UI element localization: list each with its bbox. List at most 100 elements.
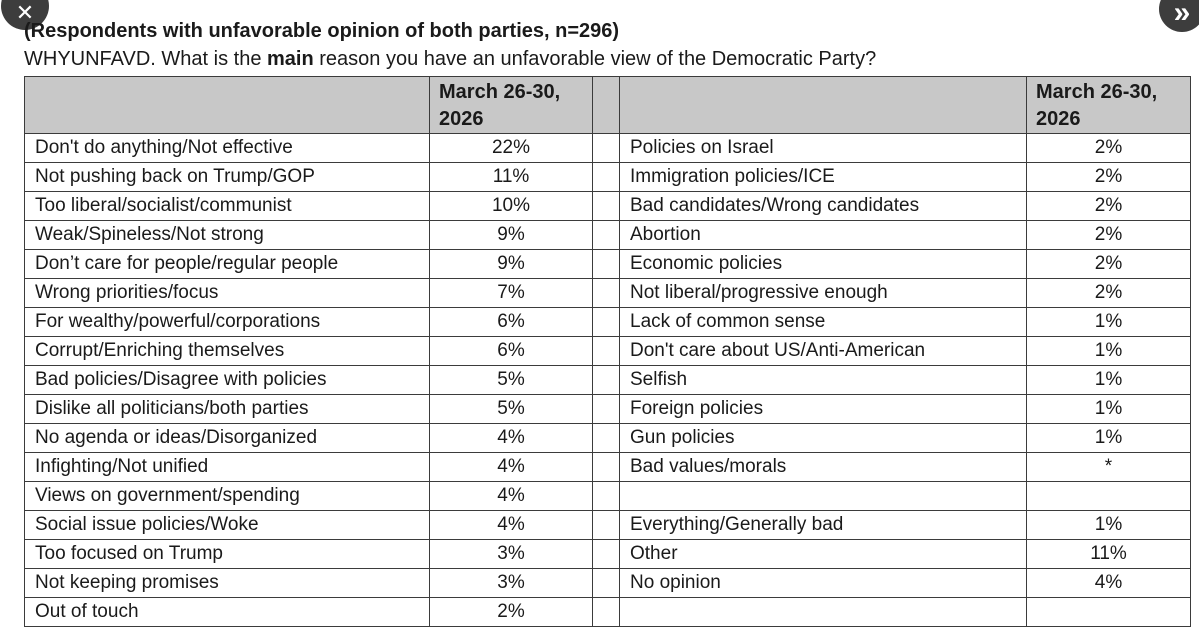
left-reason-cell: Don't do anything/Not effective — [24, 133, 430, 163]
left-value-cell: 4% — [429, 452, 593, 482]
left-value-cell: 9% — [429, 249, 593, 279]
spacer-cell — [592, 597, 620, 627]
right-reason-cell: Bad values/morals — [619, 452, 1027, 482]
left-value-cell: 2% — [429, 597, 593, 627]
left-reason-cell: For wealthy/powerful/corporations — [24, 307, 430, 337]
right-reason-cell: Selfish — [619, 365, 1027, 395]
table-row: Views on government/spending 4% — [24, 481, 1191, 511]
question-text-emphasis: main — [267, 48, 314, 70]
right-reason-cell: Immigration policies/ICE — [619, 162, 1027, 192]
spacer-cell — [592, 278, 620, 308]
left-value-cell: 11% — [429, 162, 593, 192]
table-row: Dislike all politicians/both parties 5% … — [24, 394, 1191, 424]
left-date-header-cell: March 26-30, 2026 — [429, 76, 593, 134]
right-value-cell: 1% — [1026, 336, 1191, 366]
right-reason-cell: Other — [619, 539, 1027, 569]
results-table: March 26-30, 2026 March 26-30, 2026 Don'… — [24, 76, 1191, 627]
left-value-cell: 6% — [429, 336, 593, 366]
left-value-cell: 10% — [429, 191, 593, 221]
left-reason-cell: Not keeping promises — [24, 568, 430, 598]
right-value-cell: 11% — [1026, 539, 1191, 569]
left-reason-cell: Weak/Spineless/Not strong — [24, 220, 430, 250]
right-value-cell: 1% — [1026, 510, 1191, 540]
left-reason-cell: Wrong priorities/focus — [24, 278, 430, 308]
table-row: Wrong priorities/focus 7% Not liberal/pr… — [24, 278, 1191, 308]
right-reason-cell: Lack of common sense — [619, 307, 1027, 337]
right-reason-cell: No opinion — [619, 568, 1027, 598]
spacer-cell — [592, 336, 620, 366]
right-value-cell: 1% — [1026, 307, 1191, 337]
right-reason-cell — [619, 481, 1027, 511]
left-value-cell: 22% — [429, 133, 593, 163]
table-row: Weak/Spineless/Not strong 9% Abortion 2% — [24, 220, 1191, 250]
left-value-cell: 5% — [429, 365, 593, 395]
right-reason-header-cell — [619, 76, 1027, 134]
table-row: Social issue policies/Woke 4% Everything… — [24, 510, 1191, 540]
right-reason-cell: Abortion — [619, 220, 1027, 250]
left-reason-cell: Out of touch — [24, 597, 430, 627]
respondent-note: (Respondents with unfavorable opinion of… — [24, 20, 620, 42]
question-text-prefix: WHYUNFAVD. What is the — [24, 48, 268, 70]
left-reason-cell: Too liberal/socialist/communist — [24, 191, 430, 221]
left-value-cell: 3% — [429, 568, 593, 598]
left-value-cell: 3% — [429, 539, 593, 569]
table-header-row: March 26-30, 2026 March 26-30, 2026 — [24, 76, 1191, 134]
left-reason-cell: Social issue policies/Woke — [24, 510, 430, 540]
spacer-cell — [592, 510, 620, 540]
table-row: Corrupt/Enriching themselves 6% Don't ca… — [24, 336, 1191, 366]
spacer-cell — [592, 307, 620, 337]
spacer-cell — [592, 365, 620, 395]
left-value-cell: 4% — [429, 423, 593, 453]
close-icon: ✕ — [15, 0, 35, 25]
table-row: Not pushing back on Trump/GOP 11% Immigr… — [24, 162, 1191, 192]
table-row: Don’t care for people/regular people 9% … — [24, 249, 1191, 279]
spacer-cell — [592, 423, 620, 453]
right-reason-cell: Everything/Generally bad — [619, 510, 1027, 540]
right-value-cell: 2% — [1026, 162, 1191, 192]
right-value-cell: 2% — [1026, 249, 1191, 279]
left-reason-cell: Too focused on Trump — [24, 539, 430, 569]
spacer-cell — [592, 220, 620, 250]
left-value-cell: 4% — [429, 481, 593, 511]
spacer-cell — [592, 481, 620, 511]
table-body: Don't do anything/Not effective 22% Poli… — [24, 133, 1191, 627]
spacer-cell — [592, 568, 620, 598]
spacer-cell — [592, 162, 620, 192]
right-value-cell: 2% — [1026, 220, 1191, 250]
left-value-cell: 7% — [429, 278, 593, 308]
table-row: For wealthy/powerful/corporations 6% Lac… — [24, 307, 1191, 337]
left-reason-header-cell — [24, 76, 430, 134]
question-text: WHYUNFAVD. What is the main reason you h… — [24, 45, 876, 73]
table-row: Not keeping promises 3% No opinion 4% — [24, 568, 1191, 598]
right-value-cell: 2% — [1026, 278, 1191, 308]
right-reason-cell: Economic policies — [619, 249, 1027, 279]
left-value-cell: 5% — [429, 394, 593, 424]
right-value-cell: 1% — [1026, 365, 1191, 395]
spacer-header-cell — [592, 76, 620, 134]
table-row: Too focused on Trump 3% Other 11% — [24, 539, 1191, 569]
right-reason-cell: Policies on Israel — [619, 133, 1027, 163]
right-value-cell — [1026, 597, 1191, 627]
right-reason-cell: Gun policies — [619, 423, 1027, 453]
right-value-cell: 2% — [1026, 191, 1191, 221]
right-value-cell — [1026, 481, 1191, 511]
spacer-cell — [592, 249, 620, 279]
question-text-suffix: reason you have an unfavorable view of t… — [313, 48, 877, 70]
double-chevron-right-icon: » — [1173, 0, 1191, 29]
left-reason-cell: Not pushing back on Trump/GOP — [24, 162, 430, 192]
table-row: Don't do anything/Not effective 22% Poli… — [24, 133, 1191, 163]
left-reason-cell: No agenda or ideas/Disorganized — [24, 423, 430, 453]
page-header: (Respondents with unfavorable opinion of… — [24, 17, 876, 73]
left-value-cell: 9% — [429, 220, 593, 250]
next-page-button[interactable]: » — [1159, 0, 1199, 32]
right-value-cell: 1% — [1026, 394, 1191, 424]
spacer-cell — [592, 191, 620, 221]
left-reason-cell: Don’t care for people/regular people — [24, 249, 430, 279]
left-value-cell: 4% — [429, 510, 593, 540]
left-reason-cell: Views on government/spending — [24, 481, 430, 511]
right-reason-cell — [619, 597, 1027, 627]
right-reason-cell: Bad candidates/Wrong candidates — [619, 191, 1027, 221]
left-reason-cell: Dislike all politicians/both parties — [24, 394, 430, 424]
left-value-cell: 6% — [429, 307, 593, 337]
